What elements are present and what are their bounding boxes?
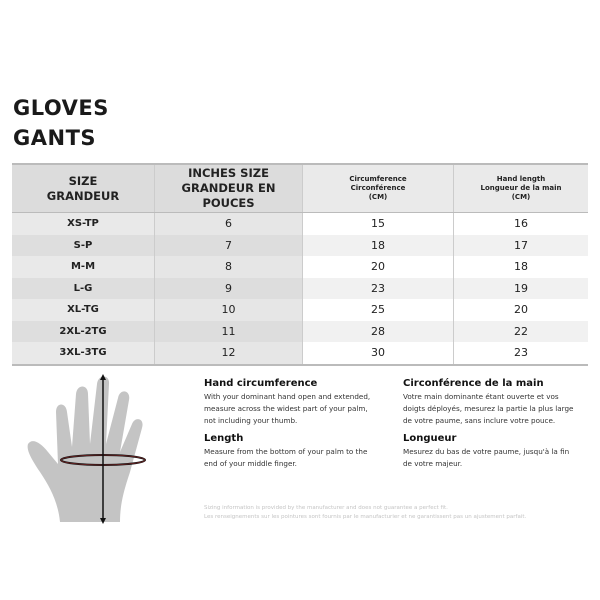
size-cell: L-G xyxy=(12,277,155,299)
table-row: 3XL-3TG 12 30 23 xyxy=(12,342,588,366)
length-cell: 20 xyxy=(453,299,588,321)
table-row: 2XL-2TG 11 28 22 xyxy=(12,320,588,342)
disclaimer-fr: Les renseignements sur les pointures son… xyxy=(204,514,527,520)
header-size: SIZE GRANDEUR xyxy=(12,163,155,213)
inches-cell: 10 xyxy=(154,299,303,321)
circumference-cell: 28 xyxy=(302,320,454,342)
length-heading-fr: Longueur xyxy=(403,433,457,444)
table-row: XS-TP 6 15 16 xyxy=(12,212,588,235)
circumference-cell: 30 xyxy=(302,342,454,366)
header-inches: INCHES SIZE GRANDEUR EN POUCES xyxy=(154,163,303,213)
disclaimer: Sizing information is provided by the ma… xyxy=(204,504,526,522)
size-cell: 2XL-2TG xyxy=(12,320,155,342)
table-row: XL-TG 10 25 20 xyxy=(12,299,588,321)
table-row: M-M 8 20 18 xyxy=(12,256,588,278)
table-row: S-P 7 18 17 xyxy=(12,234,588,256)
circumference-cell: 20 xyxy=(302,256,454,278)
length-cell: 16 xyxy=(453,212,588,235)
inches-cell: 6 xyxy=(154,212,303,235)
inches-cell: 9 xyxy=(154,277,303,299)
size-chart-table: SIZE GRANDEUR INCHES SIZE GRANDEUR EN POUC… xyxy=(12,163,588,366)
inches-cell: 8 xyxy=(154,256,303,278)
size-cell: XL-TG xyxy=(12,299,155,321)
circumference-cell: 25 xyxy=(302,299,454,321)
length-cell: 18 xyxy=(453,256,588,278)
length-cell: 17 xyxy=(453,234,588,256)
length-cell: 23 xyxy=(453,342,588,366)
circumference-cell: 15 xyxy=(302,212,454,235)
length-text-fr: Mesurez du bas de votre paume, jusqu'à l… xyxy=(403,447,570,468)
size-cell: M-M xyxy=(12,256,155,278)
circumference-text-fr: Votre main dominante étant ouverte et vo… xyxy=(403,392,574,425)
instructions-english: Hand circumference With your dominant ha… xyxy=(204,378,379,476)
instructions-french: Circonférence de la main Votre main domi… xyxy=(403,378,578,476)
header-circumference: Circumference Circonférence (CM) xyxy=(302,163,454,213)
length-heading-en: Length xyxy=(204,433,244,444)
table-row: L-G 9 23 19 xyxy=(12,277,588,299)
title-french: GANTS xyxy=(13,126,97,150)
size-cell: S-P xyxy=(12,234,155,256)
circumference-heading-en: Hand circumference xyxy=(204,378,318,389)
inches-cell: 11 xyxy=(154,320,303,342)
circumference-heading-fr: Circonférence de la main xyxy=(403,378,544,389)
circumference-cell: 23 xyxy=(302,277,454,299)
size-cell: XS-TP xyxy=(12,212,155,235)
length-text-en: Measure from the bottom of your palm to … xyxy=(204,447,368,468)
size-cell: 3XL-3TG xyxy=(12,342,155,366)
circumference-cell: 18 xyxy=(302,234,454,256)
disclaimer-en: Sizing information is provided by the ma… xyxy=(204,505,448,511)
length-cell: 19 xyxy=(453,277,588,299)
length-cell: 22 xyxy=(453,320,588,342)
hand-measurement-icon xyxy=(27,374,146,524)
header-hand-length: Hand length Longueur de la main (CM) xyxy=(453,163,588,213)
circumference-text-en: With your dominant hand open and extende… xyxy=(204,392,371,425)
title-english: GLOVES xyxy=(13,96,109,120)
inches-cell: 7 xyxy=(154,234,303,256)
inches-cell: 12 xyxy=(154,342,303,366)
